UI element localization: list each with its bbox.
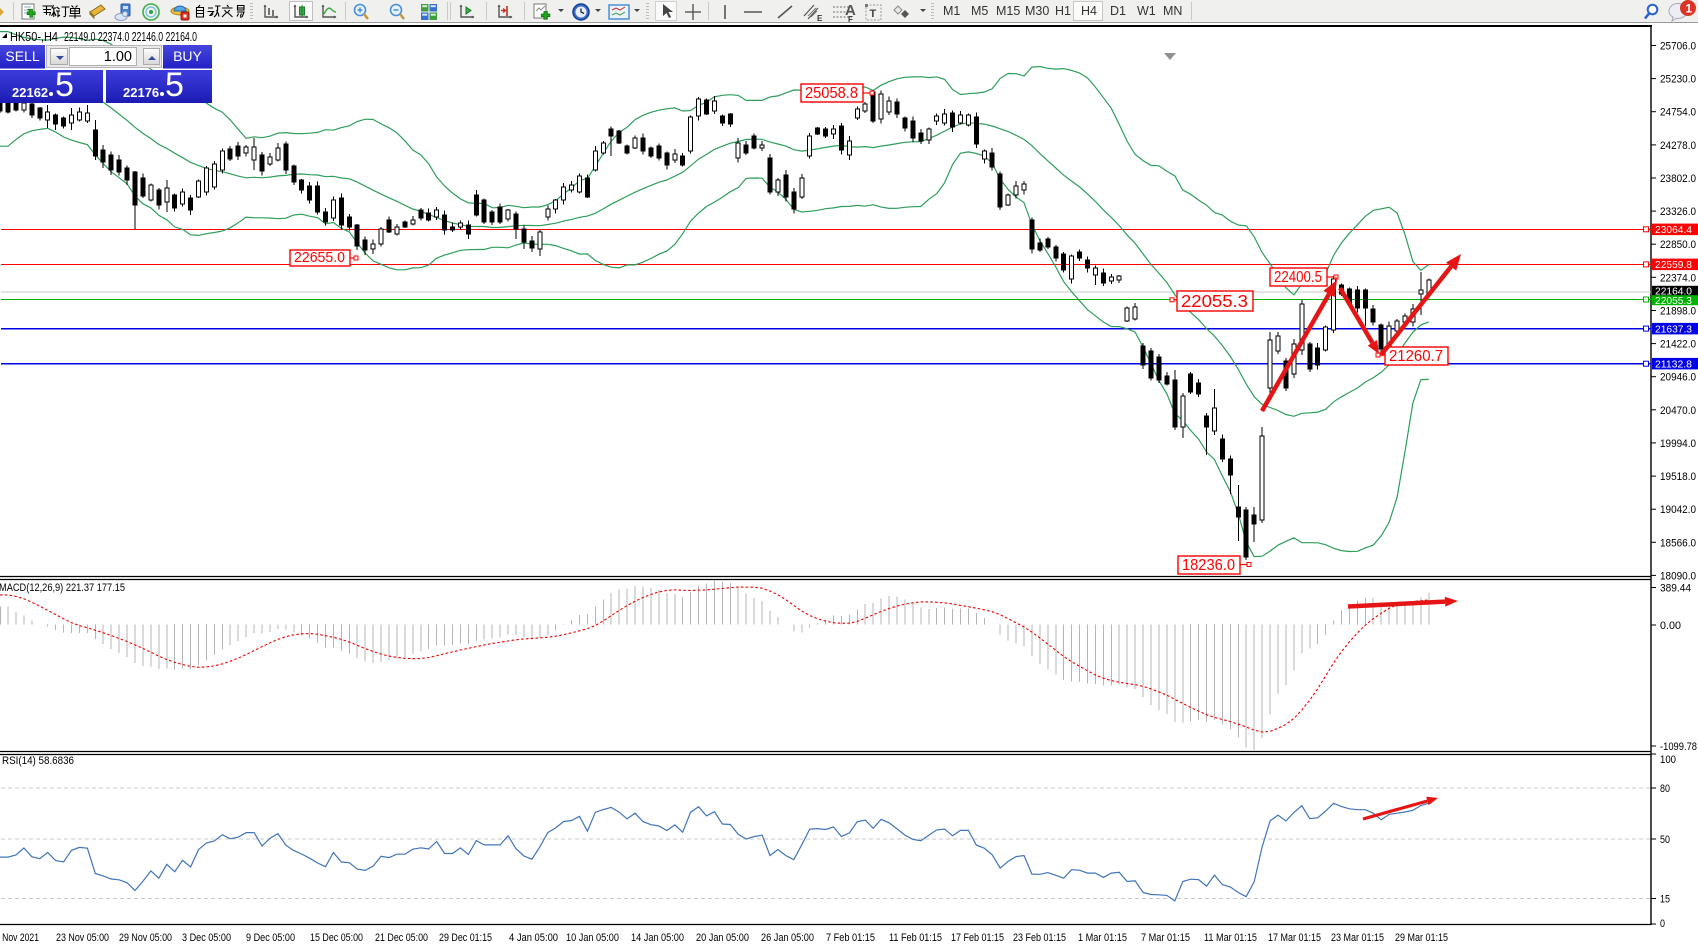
svg-text:21422.0: 21422.0 (1660, 339, 1696, 351)
svg-text:22055.3: 22055.3 (1655, 295, 1692, 307)
svg-text:22850.0: 22850.0 (1660, 239, 1696, 251)
svg-text:18090.0: 18090.0 (1660, 570, 1696, 582)
svg-text:20 Jan 05:00: 20 Jan 05:00 (696, 932, 749, 944)
svg-text:14 Jan 05:00: 14 Jan 05:00 (631, 932, 684, 944)
svg-text:18236.0: 18236.0 (1182, 557, 1235, 574)
svg-text:E: E (817, 14, 823, 23)
svg-text:23 Mar 01:15: 23 Mar 01:15 (1331, 932, 1384, 944)
svg-text:19042.0: 19042.0 (1660, 504, 1696, 516)
svg-text:T: T (870, 8, 877, 20)
svg-text:22374.0: 22374.0 (1660, 272, 1696, 284)
svg-text:15 Dec 05:00: 15 Dec 05:00 (310, 932, 363, 944)
svg-text:0: 0 (1660, 918, 1665, 930)
svg-text:1: 1 (1686, 2, 1693, 16)
svg-text:0.00: 0.00 (1660, 620, 1681, 632)
svg-text:50: 50 (1660, 834, 1670, 846)
svg-text:24754.0: 24754.0 (1660, 107, 1696, 119)
svg-text:22149.0 22374.0 22146.0 22164.: 22149.0 22374.0 22146.0 22164.0 (64, 30, 197, 44)
svg-text:21260.7: 21260.7 (1389, 348, 1443, 365)
svg-text:100: 100 (1660, 754, 1676, 766)
svg-text:RSI(14) 58.6836: RSI(14) 58.6836 (2, 755, 74, 767)
svg-text:29 Dec 01:15: 29 Dec 01:15 (439, 932, 492, 944)
svg-text:22400.5: 22400.5 (1274, 269, 1322, 286)
svg-text:24278.0: 24278.0 (1660, 140, 1696, 152)
svg-text:23802.0: 23802.0 (1660, 173, 1696, 185)
svg-text:80: 80 (1660, 783, 1670, 795)
svg-text:22559.8: 22559.8 (1655, 259, 1692, 271)
svg-text:23 Feb 01:15: 23 Feb 01:15 (1013, 932, 1066, 944)
svg-text:HK50-,H4: HK50-,H4 (10, 30, 58, 44)
svg-text:23 Nov 05:00: 23 Nov 05:00 (56, 932, 109, 944)
svg-text:22055.3: 22055.3 (1181, 291, 1248, 311)
svg-text:26 Jan 05:00: 26 Jan 05:00 (761, 932, 814, 944)
svg-text:17 Mar 01:15: 17 Mar 01:15 (1268, 932, 1321, 944)
svg-text:9 Dec 05:00: 9 Dec 05:00 (246, 932, 295, 944)
svg-text:22164.0: 22164.0 (1655, 286, 1692, 298)
svg-text:19994.0: 19994.0 (1660, 438, 1696, 450)
svg-text:20946.0: 20946.0 (1660, 372, 1696, 384)
svg-text:10 Jan 05:00: 10 Jan 05:00 (566, 932, 619, 944)
svg-text:25706.0: 25706.0 (1660, 41, 1696, 53)
svg-text:3 Dec 05:00: 3 Dec 05:00 (182, 932, 231, 944)
svg-text:MACD(12,26,9) 221.37 177.15: MACD(12,26,9) 221.37 177.15 (0, 582, 125, 594)
svg-text:19518.0: 19518.0 (1660, 471, 1696, 483)
svg-text:20470.0: 20470.0 (1660, 405, 1696, 417)
svg-text:-1099.78: -1099.78 (1660, 741, 1697, 753)
svg-text:4 Jan 05:00: 4 Jan 05:00 (509, 932, 558, 944)
svg-text:21637.3: 21637.3 (1655, 323, 1692, 335)
svg-text:25058.8: 25058.8 (805, 85, 858, 102)
svg-text:7 Nov 2021: 7 Nov 2021 (0, 932, 39, 944)
svg-text:22655.0: 22655.0 (294, 250, 345, 266)
svg-text:21 Dec 05:00: 21 Dec 05:00 (375, 932, 428, 944)
svg-text:23064.4: 23064.4 (1655, 224, 1692, 236)
svg-text:7 Mar 01:15: 7 Mar 01:15 (1141, 932, 1190, 944)
svg-text:18566.0: 18566.0 (1660, 537, 1696, 549)
svg-text:F: F (848, 15, 853, 23)
svg-text:21898.0: 21898.0 (1660, 306, 1696, 318)
svg-text:11 Feb 01:15: 11 Feb 01:15 (889, 932, 942, 944)
svg-text:21132.8: 21132.8 (1655, 359, 1692, 371)
svg-text:15: 15 (1660, 894, 1670, 906)
svg-text:29 Mar 01:15: 29 Mar 01:15 (1395, 932, 1448, 944)
svg-text:17 Feb 01:15: 17 Feb 01:15 (951, 932, 1004, 944)
svg-text:25230.0: 25230.0 (1660, 74, 1696, 86)
svg-text:29 Nov 05:00: 29 Nov 05:00 (119, 932, 172, 944)
svg-text:389.44: 389.44 (1660, 583, 1691, 595)
svg-text:23326.0: 23326.0 (1660, 206, 1696, 218)
svg-text:1 Mar 01:15: 1 Mar 01:15 (1078, 932, 1127, 944)
svg-text:11 Mar 01:15: 11 Mar 01:15 (1204, 932, 1257, 944)
svg-text:7 Feb 01:15: 7 Feb 01:15 (826, 932, 875, 944)
